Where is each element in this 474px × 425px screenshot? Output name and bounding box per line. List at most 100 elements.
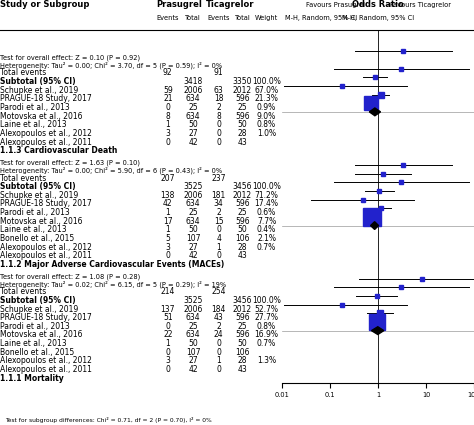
Text: 3525: 3525 (183, 296, 203, 305)
Text: 0.99 [0.73, 1.32]: 0.99 [0.73, 1.32] (285, 77, 349, 86)
Text: Motovska et al., 2016: Motovska et al., 2016 (0, 112, 83, 121)
Text: Subtotal (95% CI): Subtotal (95% CI) (0, 296, 76, 305)
Text: 106: 106 (235, 348, 250, 357)
Text: 2006: 2006 (183, 86, 203, 95)
Text: 1.1.1 Mortality: 1.1.1 Mortality (0, 374, 64, 382)
Text: 3456: 3456 (233, 182, 252, 191)
Text: 25: 25 (238, 208, 247, 217)
Text: 0.8%: 0.8% (257, 322, 276, 331)
Text: 17.4%: 17.4% (255, 199, 279, 209)
Text: 67.0%: 67.0% (255, 86, 279, 95)
Text: 1.1.3 Cardiovascular Death: 1.1.3 Cardiovascular Death (0, 146, 118, 155)
Text: 254: 254 (211, 287, 226, 296)
Text: M-H, Random, 95% CI: M-H, Random, 95% CI (285, 15, 357, 21)
Text: 2012: 2012 (233, 86, 252, 95)
Text: 0.73 [0.58, 0.92]: 0.73 [0.58, 0.92] (285, 304, 349, 314)
Text: 7.7%: 7.7% (257, 217, 276, 226)
Text: 8.14 [0.40, 165.53]: 8.14 [0.40, 165.53] (285, 129, 358, 138)
Text: 15: 15 (214, 217, 223, 226)
Text: 3350: 3350 (233, 77, 252, 86)
Text: 0: 0 (216, 365, 221, 374)
Text: 8: 8 (165, 112, 170, 121)
Text: 184: 184 (211, 304, 226, 314)
Text: 214: 214 (161, 287, 175, 296)
Text: Parodi et al., 2013: Parodi et al., 2013 (0, 322, 70, 331)
Text: 181: 181 (211, 191, 226, 200)
Text: 634: 634 (186, 313, 201, 322)
Text: Total: Total (185, 15, 201, 21)
Text: 25: 25 (188, 322, 198, 331)
Text: 1: 1 (216, 243, 221, 252)
Text: 21: 21 (163, 94, 173, 103)
Text: 596: 596 (235, 112, 250, 121)
Text: Heterogeneity: Tau² = 0.02; Chi² = 6.15, df = 5 (P = 0.29); I² = 19%: Heterogeneity: Tau² = 0.02; Chi² = 6.15,… (0, 280, 227, 288)
Text: 43: 43 (237, 365, 247, 374)
Polygon shape (371, 222, 379, 230)
Text: 3.38 [0.33, 34.65]: 3.38 [0.33, 34.65] (285, 243, 354, 252)
Text: 596: 596 (235, 199, 250, 209)
Text: 2006: 2006 (183, 304, 203, 314)
Text: PRAGUE-18 Study, 2017: PRAGUE-18 Study, 2017 (0, 199, 92, 209)
Text: 3.06 [0.12, 76.95]: 3.06 [0.12, 76.95] (285, 120, 354, 129)
Text: 42: 42 (188, 251, 198, 261)
Text: 43: 43 (214, 313, 223, 322)
Text: 25: 25 (238, 103, 247, 112)
Text: 24: 24 (214, 331, 223, 340)
Text: 8: 8 (216, 112, 221, 121)
Text: 50: 50 (237, 120, 247, 129)
Text: 51: 51 (163, 313, 173, 322)
Text: Not estimable: Not estimable (285, 365, 338, 374)
Text: Alexopoulos et al., 2012: Alexopoulos et al., 2012 (0, 129, 92, 138)
Text: 0.48 [0.04, 5.65]: 0.48 [0.04, 5.65] (285, 208, 349, 217)
Text: 50: 50 (188, 120, 198, 129)
Text: 91: 91 (214, 68, 223, 77)
Text: Test for overall effect: Z = 1.63 (P = 0.10): Test for overall effect: Z = 1.63 (P = 0… (0, 160, 140, 166)
Text: 207: 207 (161, 173, 175, 182)
Text: Prasugrel: Prasugrel (156, 0, 202, 9)
Text: 16.9%: 16.9% (255, 331, 279, 340)
Text: 5: 5 (165, 234, 170, 243)
Text: Subtotal (95% CI): Subtotal (95% CI) (0, 182, 76, 191)
Text: 43: 43 (237, 138, 247, 147)
Text: 100.0%: 100.0% (252, 296, 281, 305)
Text: 50: 50 (188, 225, 198, 235)
Text: Events: Events (156, 15, 179, 21)
Text: 1: 1 (165, 225, 170, 235)
Text: 1: 1 (165, 339, 170, 348)
Text: 0: 0 (165, 322, 170, 331)
Text: 3: 3 (165, 243, 170, 252)
Text: 0.86 [0.48, 1.55]: 0.86 [0.48, 1.55] (285, 331, 348, 340)
Text: 27.7%: 27.7% (255, 313, 279, 322)
Text: 63: 63 (214, 86, 223, 95)
Text: 0.94 [0.65, 1.34]: 0.94 [0.65, 1.34] (285, 86, 349, 95)
Text: 28: 28 (238, 243, 247, 252)
Text: 3456: 3456 (233, 296, 252, 305)
Text: 0: 0 (216, 225, 221, 235)
Text: 71.2%: 71.2% (255, 191, 278, 200)
Text: 52.7%: 52.7% (255, 304, 279, 314)
Text: 2006: 2006 (183, 191, 203, 200)
Text: 1: 1 (165, 208, 170, 217)
Text: Parodi et al., 2013: Parodi et al., 2013 (0, 103, 70, 112)
Text: 0.85 [0.70, 1.03]: 0.85 [0.70, 1.03] (285, 182, 349, 191)
Text: 596: 596 (235, 331, 250, 340)
Text: Total events: Total events (0, 287, 46, 296)
Text: 27: 27 (188, 357, 198, 366)
Text: 0.94 [0.35, 2.52]: 0.94 [0.35, 2.52] (285, 112, 349, 121)
Text: 3: 3 (165, 129, 170, 138)
Text: 25: 25 (238, 322, 247, 331)
Text: Not estimable: Not estimable (285, 138, 338, 147)
Text: 18: 18 (214, 94, 223, 103)
Text: Test for subgroup differences: Chi² = 0.71, df = 2 (P = 0.70), I² = 0%: Test for subgroup differences: Chi² = 0.… (5, 417, 211, 423)
Text: 0: 0 (216, 129, 221, 138)
Text: Parodi et al., 2013: Parodi et al., 2013 (0, 208, 70, 217)
Text: Motovska et al., 2016: Motovska et al., 2016 (0, 331, 83, 340)
Text: 0.7%: 0.7% (257, 339, 276, 348)
Text: 0.8%: 0.8% (257, 120, 276, 129)
Text: 3525: 3525 (183, 182, 203, 191)
Text: 1.1.2 Major Adverse Cardiovascular Events (MACEs): 1.1.2 Major Adverse Cardiovascular Event… (0, 260, 225, 269)
Text: Heterogeneity: Tau² = 0.00; Chi² = 5.90, df = 6 (P = 0.43); I² = 0%: Heterogeneity: Tau² = 0.00; Chi² = 5.90,… (0, 167, 222, 174)
Text: M-H, Random, 95% CI: M-H, Random, 95% CI (342, 15, 414, 21)
Text: 2: 2 (216, 322, 221, 331)
Text: Laine et al., 2013: Laine et al., 2013 (0, 225, 67, 235)
